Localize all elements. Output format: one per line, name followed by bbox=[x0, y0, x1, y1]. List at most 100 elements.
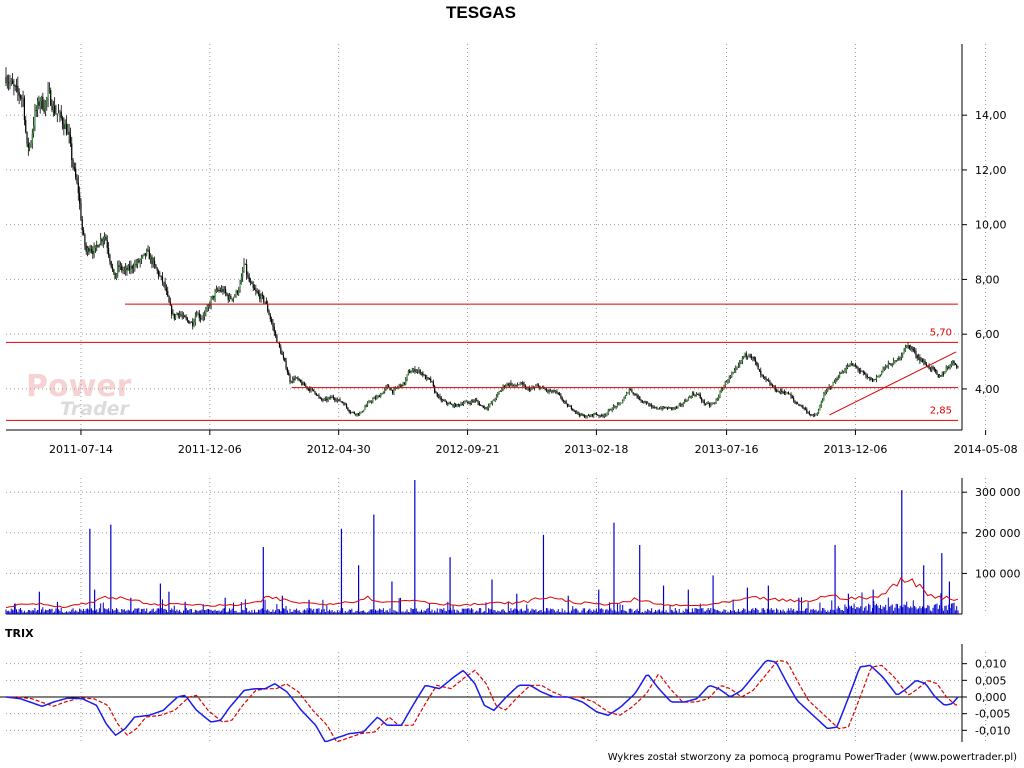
candle-body bbox=[778, 391, 780, 393]
candle-body bbox=[819, 406, 821, 411]
candle-body bbox=[122, 269, 124, 271]
candle-body bbox=[910, 346, 912, 349]
candle-body bbox=[301, 382, 303, 385]
candle-body bbox=[75, 168, 77, 178]
candle-body bbox=[515, 384, 517, 386]
candle-body bbox=[664, 406, 666, 409]
candle-body bbox=[94, 245, 97, 249]
candle-body bbox=[356, 413, 358, 415]
candle-body bbox=[139, 259, 141, 263]
candle-body bbox=[57, 112, 60, 114]
candle-body bbox=[945, 368, 947, 372]
candle-body bbox=[628, 389, 630, 393]
candle-body bbox=[123, 270, 125, 271]
candle-body bbox=[9, 81, 11, 83]
candle-body bbox=[448, 403, 450, 405]
candle-body bbox=[163, 282, 165, 283]
candle-body bbox=[248, 277, 250, 282]
candle-body bbox=[687, 397, 690, 401]
candle-body bbox=[514, 384, 516, 386]
candle-body bbox=[338, 399, 340, 400]
candle-body bbox=[749, 355, 751, 357]
candle-body bbox=[460, 404, 462, 406]
candle-body bbox=[512, 384, 515, 386]
candle-body bbox=[735, 368, 737, 371]
candle-body bbox=[359, 413, 361, 415]
candle-body bbox=[468, 402, 470, 404]
candle-body bbox=[309, 388, 311, 391]
candle-body bbox=[52, 105, 54, 110]
candle-body bbox=[637, 396, 640, 398]
candle-body bbox=[906, 345, 908, 347]
candle-body bbox=[76, 177, 78, 183]
candle-body bbox=[662, 406, 665, 409]
candle-body bbox=[506, 383, 508, 386]
candle-body bbox=[862, 371, 864, 373]
candle-body bbox=[265, 301, 267, 304]
candle-body bbox=[232, 297, 235, 300]
candle-body bbox=[902, 353, 904, 355]
candle-body bbox=[544, 388, 546, 390]
candle-body bbox=[320, 398, 323, 400]
candle-body bbox=[703, 400, 705, 404]
candle-body bbox=[849, 363, 851, 367]
candle-body bbox=[710, 404, 712, 406]
trix-y-tick-label: -0,010 bbox=[975, 724, 1010, 737]
candle-body bbox=[881, 371, 883, 375]
candle-body bbox=[172, 313, 174, 315]
candle-body bbox=[900, 354, 903, 358]
candle-body bbox=[648, 403, 650, 407]
candle-body bbox=[861, 371, 863, 372]
candle-body bbox=[181, 315, 183, 317]
level-label: 2,85 bbox=[930, 405, 952, 416]
candle-body bbox=[925, 364, 928, 367]
candle-body bbox=[645, 402, 647, 404]
candle-body bbox=[632, 392, 634, 394]
candle-body bbox=[393, 389, 395, 393]
candle-body bbox=[948, 367, 950, 368]
candle-body bbox=[136, 260, 139, 265]
candle-body bbox=[785, 393, 787, 394]
candle-body bbox=[908, 345, 910, 349]
candle-body bbox=[131, 266, 133, 269]
candle-body bbox=[410, 372, 412, 374]
candle-body bbox=[816, 413, 818, 415]
candle-body bbox=[431, 381, 433, 383]
candle-body bbox=[856, 366, 858, 368]
candle-body bbox=[156, 268, 158, 271]
candle-body bbox=[297, 377, 299, 380]
candle-body bbox=[192, 321, 194, 326]
candle-body bbox=[914, 350, 916, 352]
candle-body bbox=[167, 291, 169, 297]
candle-body bbox=[750, 356, 753, 358]
y-tick-label: 8,00 bbox=[975, 273, 1000, 286]
candle-body bbox=[407, 371, 409, 375]
candle-body bbox=[340, 401, 342, 403]
candle-body bbox=[526, 388, 528, 389]
candle-body bbox=[576, 411, 578, 413]
candle-body bbox=[206, 307, 208, 311]
candle-body bbox=[209, 305, 211, 307]
candle-body bbox=[608, 409, 611, 411]
candle-body bbox=[373, 397, 375, 400]
candle-body bbox=[904, 346, 907, 352]
candle-body bbox=[105, 236, 107, 241]
candle-body bbox=[247, 274, 249, 278]
candle-body bbox=[722, 389, 724, 391]
candle-body bbox=[271, 319, 273, 323]
candle-body bbox=[624, 395, 626, 399]
candle-body bbox=[556, 391, 558, 393]
candle-body bbox=[190, 321, 193, 323]
candle-body bbox=[311, 388, 313, 390]
candle-body bbox=[307, 388, 310, 390]
candle-body bbox=[808, 412, 811, 415]
candle-body bbox=[43, 109, 45, 112]
candle-body bbox=[80, 202, 82, 220]
candle-body bbox=[348, 410, 350, 413]
candle-body bbox=[310, 388, 312, 391]
candle-body bbox=[364, 407, 366, 410]
candle-body bbox=[499, 391, 502, 392]
candle-body bbox=[125, 267, 127, 271]
candle-body bbox=[582, 415, 584, 417]
candle-body bbox=[665, 407, 667, 409]
